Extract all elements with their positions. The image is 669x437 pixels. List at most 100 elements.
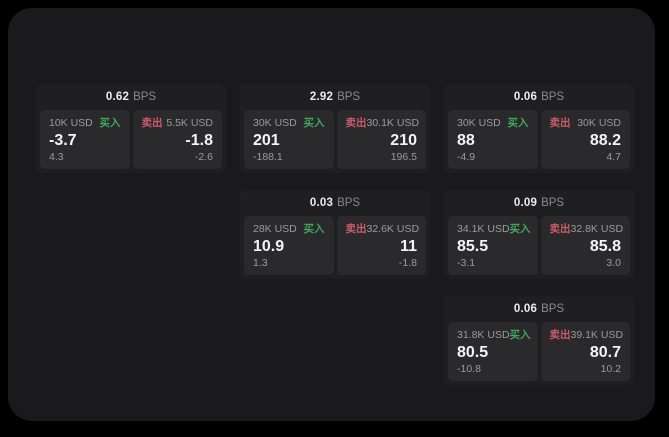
buy-amount: 30K USD — [253, 117, 297, 129]
buy-panel-top-row: 34.1K USD 买入 — [457, 223, 531, 235]
bps-value: 0.09 — [513, 197, 538, 209]
buy-panel-top-row: 30K USD 买入 — [253, 118, 325, 129]
quote-card-body: 34.1K USD 买入 85.5 -3.1 卖出 32.8K USD 85.8… — [444, 216, 634, 279]
buy-side-label: 买入 — [303, 117, 325, 129]
sell-panel-top-row: 卖出 30K USD — [550, 118, 622, 129]
buy-panel-top-row: 28K USD 买入 — [253, 224, 325, 235]
bps-value: 2.92 — [309, 91, 334, 103]
buy-amount: 31.8K USD — [457, 329, 510, 341]
buy-amount: 28K USD — [253, 223, 297, 235]
sell-secondary-value: 196.5 — [390, 150, 417, 163]
sell-quote-panel[interactable]: 卖出 32.6K USD 11 -1.8 — [336, 216, 426, 275]
sell-secondary-value: 10.2 — [600, 362, 621, 375]
bps-value: 0.06 — [513, 91, 538, 103]
sell-secondary-value: 4.7 — [606, 150, 621, 163]
sell-panel-top-row: 卖出 32.6K USD — [345, 223, 420, 235]
bps-value: 0.62 — [105, 91, 130, 103]
sell-price: -1.8 — [185, 131, 213, 149]
quote-card: 0.06 BPS 30K USD 买入 88 -4.9 卖出 30K USD 8… — [444, 84, 634, 173]
sell-side-label: 卖出 — [141, 117, 163, 129]
buy-quote-panel[interactable]: 30K USD 买入 201 -188.1 — [244, 110, 334, 169]
sell-secondary-value: 3.0 — [606, 256, 621, 269]
buy-side-label: 买入 — [507, 117, 529, 129]
sell-secondary-value: -2.6 — [194, 150, 213, 163]
quote-card-body: 28K USD 买入 10.9 1.3 卖出 32.6K USD 11 -1.8 — [240, 216, 430, 279]
buy-price: 85.5 — [457, 237, 489, 255]
buy-amount: 10K USD — [49, 117, 93, 129]
quote-card-body: 30K USD 买入 88 -4.9 卖出 30K USD 88.2 4.7 — [444, 110, 634, 173]
buy-panel-top-row: 31.8K USD 买入 — [457, 329, 531, 341]
buy-panel-top-row: 10K USD 买入 — [49, 118, 121, 129]
buy-secondary-value: 4.3 — [49, 150, 64, 163]
sell-quote-panel[interactable]: 卖出 32.8K USD 85.8 3.0 — [540, 216, 630, 275]
sell-quote-panel[interactable]: 卖出 30.1K USD 210 196.5 — [336, 110, 426, 169]
quote-card: 0.03 BPS 28K USD 买入 10.9 1.3 卖出 32.6K US… — [240, 190, 430, 279]
quote-card-body: 30K USD 买入 201 -188.1 卖出 30.1K USD 210 1… — [240, 110, 430, 173]
bps-unit-label: BPS — [541, 91, 565, 103]
sell-price: 210 — [390, 131, 417, 149]
buy-side-label: 买入 — [303, 223, 325, 235]
buy-quote-panel[interactable]: 34.1K USD 买入 85.5 -3.1 — [448, 216, 538, 275]
sell-price: 80.7 — [589, 343, 621, 361]
sell-panel-top-row: 卖出 32.8K USD — [549, 223, 624, 235]
bps-header: 2.92 BPS — [240, 84, 430, 110]
sell-side-label: 卖出 — [345, 223, 367, 235]
buy-panel-top-row: 30K USD 买入 — [457, 118, 529, 129]
buy-secondary-value: 1.3 — [253, 256, 268, 269]
buy-amount: 34.1K USD — [457, 223, 510, 235]
buy-secondary-value: -188.1 — [253, 150, 283, 163]
buy-price: -3.7 — [49, 131, 77, 149]
sell-quote-panel[interactable]: 卖出 30K USD 88.2 4.7 — [540, 110, 630, 169]
sell-side-label: 卖出 — [549, 117, 571, 129]
buy-quote-panel[interactable]: 30K USD 买入 88 -4.9 — [448, 110, 538, 169]
buy-quote-panel[interactable]: 10K USD 买入 -3.7 4.3 — [40, 110, 130, 169]
bps-header: 0.62 BPS — [36, 84, 226, 110]
quote-card: 0.06 BPS 31.8K USD 买入 80.5 -10.8 卖出 39.1… — [444, 296, 634, 385]
buy-side-label: 买入 — [99, 117, 121, 129]
sell-amount: 30K USD — [577, 117, 621, 129]
bps-header: 0.09 BPS — [444, 190, 634, 216]
sell-secondary-value: -1.8 — [398, 256, 417, 269]
buy-quote-panel[interactable]: 28K USD 买入 10.9 1.3 — [244, 216, 334, 275]
sell-price: 88.2 — [589, 131, 621, 149]
buy-quote-panel[interactable]: 31.8K USD 买入 80.5 -10.8 — [448, 322, 538, 381]
quote-card: 2.92 BPS 30K USD 买入 201 -188.1 卖出 30.1K … — [240, 84, 430, 173]
quote-card: 0.62 BPS 10K USD 买入 -3.7 4.3 卖出 5.5K USD… — [36, 84, 226, 173]
bps-header: 0.03 BPS — [240, 190, 430, 216]
sell-quote-panel[interactable]: 卖出 5.5K USD -1.8 -2.6 — [132, 110, 222, 169]
sell-quote-panel[interactable]: 卖出 39.1K USD 80.7 10.2 — [540, 322, 630, 381]
bps-header: 0.06 BPS — [444, 84, 634, 110]
buy-side-label: 买入 — [509, 329, 531, 341]
sell-side-label: 卖出 — [549, 329, 571, 341]
sell-panel-top-row: 卖出 5.5K USD — [142, 118, 214, 129]
buy-secondary-value: -3.1 — [457, 256, 476, 269]
buy-secondary-value: -4.9 — [457, 150, 476, 163]
sell-side-label: 卖出 — [549, 223, 571, 235]
bps-unit-label: BPS — [337, 197, 361, 209]
quote-card-body: 31.8K USD 买入 80.5 -10.8 卖出 39.1K USD 80.… — [444, 322, 634, 385]
buy-price: 10.9 — [253, 237, 285, 255]
buy-secondary-value: -10.8 — [457, 362, 481, 375]
sell-amount: 32.6K USD — [366, 223, 420, 235]
bps-unit-label: BPS — [541, 197, 565, 209]
sell-amount: 30.1K USD — [366, 117, 420, 129]
quote-card: 0.09 BPS 34.1K USD 买入 85.5 -3.1 卖出 32.8K… — [444, 190, 634, 279]
sell-amount: 32.8K USD — [570, 223, 624, 235]
buy-price: 80.5 — [457, 343, 489, 361]
bps-header: 0.06 BPS — [444, 296, 634, 322]
sell-price: 85.8 — [589, 237, 621, 255]
buy-price: 88 — [457, 131, 475, 149]
bps-unit-label: BPS — [337, 91, 361, 103]
sell-panel-top-row: 卖出 39.1K USD — [549, 329, 624, 341]
bps-value: 0.03 — [309, 197, 334, 209]
quote-card-body: 10K USD 买入 -3.7 4.3 卖出 5.5K USD -1.8 -2.… — [36, 110, 226, 173]
sell-price: 11 — [400, 237, 417, 255]
bps-value: 0.06 — [513, 303, 538, 315]
quote-cards-grid: 0.62 BPS 10K USD 买入 -3.7 4.3 卖出 5.5K USD… — [36, 84, 634, 385]
sell-side-label: 卖出 — [345, 117, 367, 129]
sell-amount: 39.1K USD — [570, 329, 624, 341]
bps-unit-label: BPS — [541, 303, 565, 315]
buy-amount: 30K USD — [457, 117, 501, 129]
buy-side-label: 买入 — [509, 223, 531, 235]
buy-price: 201 — [253, 131, 280, 149]
